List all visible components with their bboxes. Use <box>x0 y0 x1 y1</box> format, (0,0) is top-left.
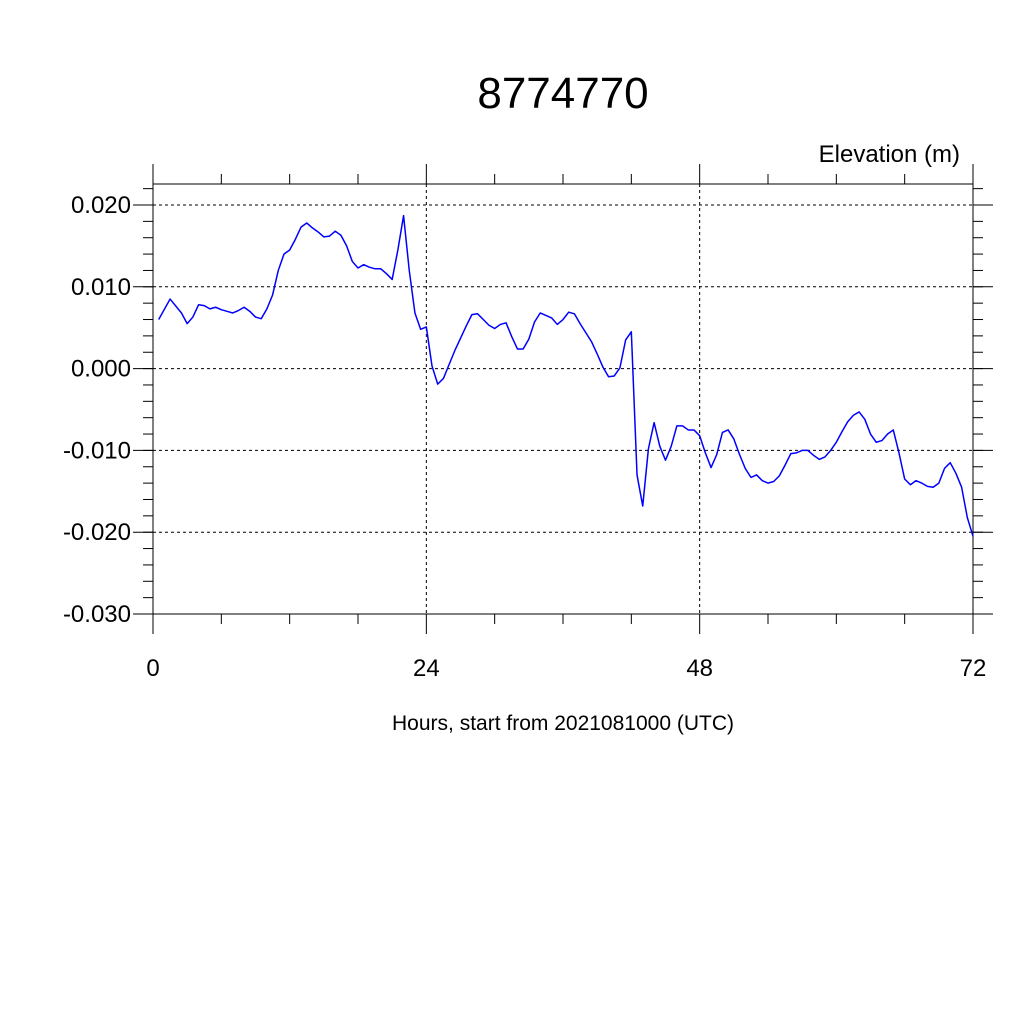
y-tick-label: -0.030 <box>63 601 131 628</box>
x-tick-label: 48 <box>686 655 713 682</box>
x-tick-labels: 0 24 48 72 <box>146 655 986 682</box>
elevation-series-line <box>158 214 974 537</box>
y-axis-label: Elevation (m) <box>819 141 960 168</box>
x-tick-label: 0 <box>146 655 159 682</box>
x-tick-label: 24 <box>413 655 440 682</box>
x-tick-label: 72 <box>960 655 987 682</box>
y-tick-labels: 0.020 0.010 0.000 -0.010 -0.020 -0.030 <box>63 192 131 628</box>
y-tick-label: -0.020 <box>63 519 131 546</box>
major-ticks <box>133 164 993 634</box>
y-tick-label: 0.020 <box>71 192 131 219</box>
x-axis-label: Hours, start from 2021081000 (UTC) <box>392 712 734 735</box>
y-tick-label: 0.000 <box>71 356 131 383</box>
y-tick-label: -0.010 <box>63 437 131 464</box>
chart-title: 8774770 <box>477 69 648 118</box>
y-tick-label: 0.010 <box>71 274 131 301</box>
plot-frame <box>152 183 974 615</box>
